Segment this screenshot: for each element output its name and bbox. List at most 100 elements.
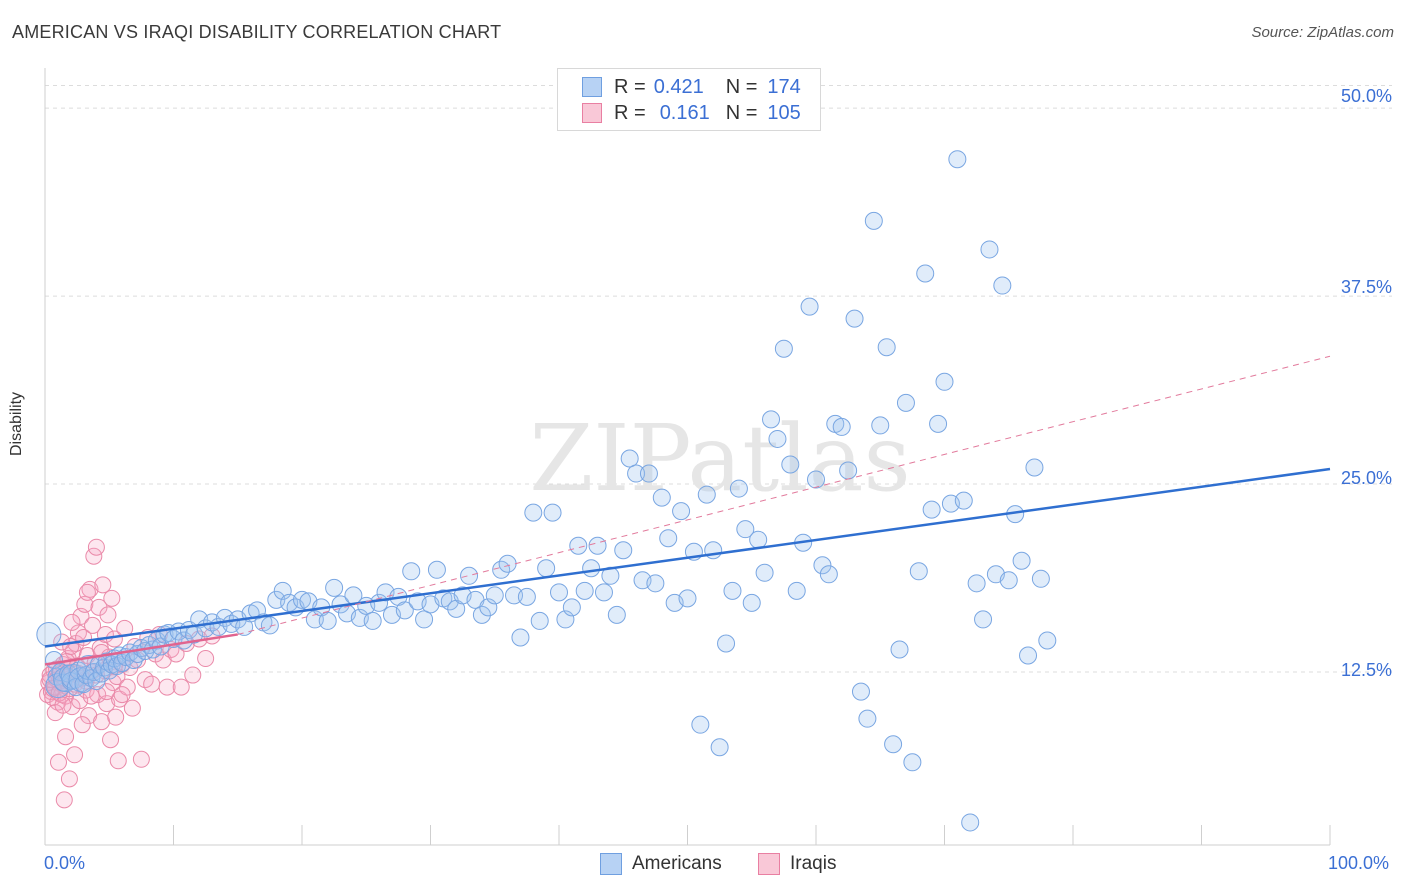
americans-point: [588, 536, 607, 555]
x-tick-max: 100.0%: [1328, 853, 1390, 873]
axes: [44, 68, 1331, 846]
iraqis-point: [73, 716, 91, 734]
americans-point: [774, 339, 793, 358]
americans-point: [652, 488, 671, 507]
legend-r-label: R =: [614, 101, 646, 124]
americans-point: [710, 738, 729, 757]
iraqis-points: [39, 538, 221, 809]
iraqis-point: [109, 752, 127, 770]
americans-point: [1025, 458, 1044, 477]
iraqis-swatch: [582, 103, 602, 123]
americans-point: [36, 621, 62, 647]
americans-swatch: [582, 77, 602, 97]
source-label: Source: ZipAtlas.com: [1251, 24, 1394, 41]
americans-point: [318, 611, 337, 630]
legend-row-americans: R = 0.421 N = 174: [582, 75, 801, 99]
legend-r-value: 0.421: [653, 75, 704, 98]
americans-point: [935, 372, 954, 391]
americans-point: [646, 574, 665, 593]
americans-point: [736, 520, 755, 539]
americans-point: [485, 586, 504, 605]
americans-point: [260, 616, 279, 635]
correlation-legend: R = 0.421 N = 174 R = 0.161 N = 105: [557, 68, 821, 131]
americans-point: [890, 640, 909, 659]
americans-point: [974, 610, 993, 629]
iraqis-point: [99, 606, 117, 624]
iraqis-point: [123, 699, 141, 717]
americans-point: [427, 560, 446, 579]
americans-point: [1031, 569, 1050, 588]
gridlines: [45, 85, 1392, 673]
iraqis-point: [98, 695, 116, 713]
iraqis-point: [184, 666, 202, 684]
americans-point: [755, 563, 774, 582]
iraqis-point: [158, 678, 176, 696]
iraqis-point: [49, 753, 67, 771]
americans-point: [537, 559, 556, 578]
iraqis-point: [197, 650, 215, 668]
americans-point: [562, 598, 581, 617]
legend-r-value: 0.161: [659, 101, 710, 124]
americans-point: [678, 589, 697, 608]
americans-point: [980, 240, 999, 259]
americans-point: [659, 529, 678, 548]
americans-point: [839, 461, 858, 480]
americans-point: [614, 541, 633, 560]
americans-point: [967, 574, 986, 593]
americans-point: [639, 464, 658, 483]
iraqis-point: [103, 589, 121, 607]
y-tick-37-5: 37.5%: [1340, 277, 1392, 297]
x-tick-min: 0.0%: [44, 853, 86, 873]
iraqis-point: [84, 616, 102, 634]
iraqis-point: [66, 746, 84, 764]
americans-point: [851, 682, 870, 701]
americans-point: [787, 581, 806, 600]
americans-point: [607, 605, 626, 624]
americans-point: [768, 429, 787, 448]
americans-point: [511, 628, 530, 647]
americans-point: [550, 583, 568, 602]
americans-point: [524, 503, 543, 522]
y-tick-12-5: 12.5%: [1340, 660, 1392, 680]
trend-lines: [44, 355, 1331, 666]
americans-point: [832, 417, 851, 436]
iraqis-point: [81, 580, 99, 598]
americans-point: [729, 479, 748, 498]
iraqis-point: [93, 713, 111, 731]
iraqis-point: [167, 645, 185, 663]
iraqis-point: [62, 637, 80, 655]
iraqis-point: [78, 583, 96, 601]
americans-point: [871, 416, 890, 435]
americans-point: [293, 590, 311, 609]
americans-legend-label: Americans: [632, 853, 722, 874]
americans-point: [858, 709, 877, 728]
iraqis-point: [60, 770, 78, 788]
americans-legend-swatch: [600, 853, 622, 875]
bottom-legend-americans: Americans: [600, 852, 722, 876]
americans-point: [1019, 646, 1038, 665]
iraqis-legend-swatch: [758, 853, 780, 875]
iraqis-point: [89, 686, 107, 704]
americans-point: [620, 449, 639, 468]
legend-row-iraqis: R = 0.161 N = 105: [582, 101, 801, 125]
americans-point: [954, 491, 973, 510]
americans-point: [415, 610, 434, 629]
americans-point: [922, 500, 941, 519]
americans-point: [800, 297, 819, 316]
americans-point: [723, 581, 742, 600]
legend-n-label: N =: [725, 75, 758, 98]
americans-point: [749, 530, 768, 549]
iraqis-point: [113, 686, 131, 704]
americans-point: [582, 559, 601, 578]
americans-point: [460, 566, 479, 585]
americans-point: [325, 578, 344, 597]
americans-point: [884, 735, 903, 754]
iraqis-legend-label: Iraqis: [790, 853, 837, 874]
americans-point: [569, 536, 588, 555]
americans-point: [530, 611, 549, 630]
chart-title: AMERICAN VS IRAQI DISABILITY CORRELATION…: [12, 22, 502, 42]
watermark: ZIPatlas: [529, 405, 910, 512]
americans-point: [672, 502, 691, 521]
iraqis-point: [143, 675, 161, 693]
